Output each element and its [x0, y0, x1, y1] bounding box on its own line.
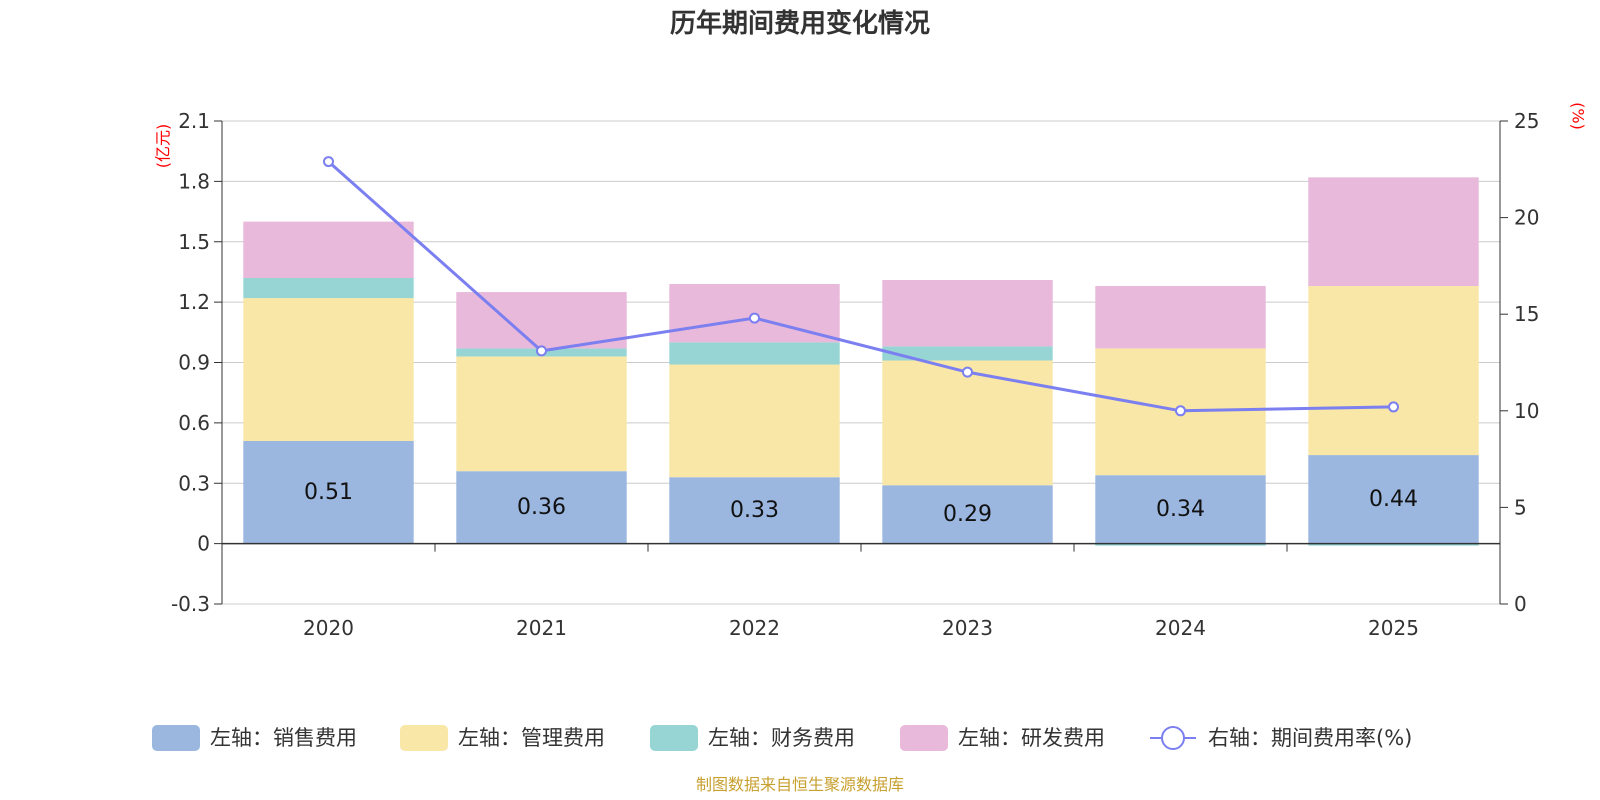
- rate-line-group: [323, 156, 1399, 417]
- x-axis-tick-label: 2020: [303, 616, 354, 640]
- left-axis-tick-label: 1.5: [178, 230, 210, 254]
- axes-group: -0.300.30.60.91.21.51.82.105101520252020…: [171, 109, 1539, 640]
- bar-3-2024: [1095, 286, 1266, 349]
- rate-point-2024: [1175, 405, 1186, 417]
- bar-2-2022: [669, 342, 840, 365]
- legend: 左轴：销售费用 左轴：管理费用 左轴：财务费用 左轴：研发费用 右轴：期间费用率(%): [152, 725, 1412, 751]
- legend-swatch-1: [400, 725, 448, 751]
- bar-value-label: 0.29: [943, 502, 992, 527]
- bar-2-2023: [882, 346, 1053, 361]
- x-axis-tick-label: 2023: [942, 616, 993, 640]
- bar-2-2020: [243, 277, 414, 299]
- x-axis-tick-label: 2024: [1155, 616, 1206, 640]
- legend-swatch-2: [650, 725, 698, 751]
- rate-point-2023: [962, 366, 973, 378]
- legend-label-2: 左轴：财务费用: [708, 726, 855, 750]
- bar-value-label: 0.44: [1369, 487, 1418, 512]
- right-axis-tick-label: 20: [1514, 206, 1539, 230]
- legend-label-0: 左轴：销售费用: [210, 726, 357, 750]
- bar-1-2021: [456, 356, 627, 472]
- legend-label-3: 左轴：研发费用: [958, 726, 1105, 750]
- left-axis-tick-label: 0.6: [178, 411, 210, 435]
- bar-2-2025: [1308, 543, 1479, 546]
- right-axis-tick-label: 10: [1514, 399, 1539, 423]
- rate-point-2020: [323, 156, 334, 168]
- bar-3-2023: [882, 279, 1053, 347]
- left-axis-tick-label: -0.3: [171, 592, 210, 616]
- left-axis-tick-label: 2.1: [178, 109, 210, 133]
- bar-3-2021: [456, 292, 627, 349]
- bar-0-2025: [1308, 455, 1479, 544]
- bar-1-2020: [243, 298, 414, 441]
- bar-1-2022: [669, 364, 840, 478]
- chart-title: 历年期间费用变化情况: [670, 8, 930, 39]
- legend-line-marker: [1161, 726, 1185, 750]
- bar-3-2025: [1308, 177, 1479, 287]
- legend-swatch-0: [152, 725, 200, 751]
- legend-label-1: 左轴：管理费用: [458, 726, 605, 750]
- bar-0-2020: [243, 440, 414, 544]
- bar-3-2020: [243, 221, 414, 278]
- rate-point-2021: [536, 345, 547, 357]
- left-axis-tick-label: 0.9: [178, 351, 210, 375]
- rate-point-2025: [1388, 401, 1399, 413]
- x-axis-tick-label: 2022: [729, 616, 780, 640]
- rate-line: [327, 160, 1394, 413]
- bar-value-label: 0.33: [730, 498, 779, 523]
- bar-value-label: 0.34: [1156, 497, 1205, 522]
- x-axis-tick-label: 2021: [516, 616, 567, 640]
- bar-2-2024: [1095, 543, 1266, 546]
- right-axis-tick-label: 0: [1514, 592, 1527, 616]
- right-axis-tick-label: 15: [1514, 302, 1539, 326]
- bar-0-2021: [456, 471, 627, 544]
- legend-swatch-3: [900, 725, 948, 751]
- source-note: 制图数据来自恒生聚源数据库: [696, 775, 904, 794]
- right-axis-tick-label: 5: [1514, 495, 1527, 519]
- bar-1-2023: [882, 360, 1053, 486]
- bar-0-2022: [669, 477, 840, 544]
- bar-series-group: 0.51 0.36 0.33 0.29 0.34 0.44: [243, 177, 1479, 546]
- left-axis-tick-label: 0.3: [178, 471, 210, 495]
- bar-0-2023: [882, 485, 1053, 544]
- x-axis-tick-label: 2025: [1368, 616, 1419, 640]
- left-axis-tick-label: 1.8: [178, 169, 210, 193]
- bar-0-2024: [1095, 475, 1266, 544]
- rate-point-2022: [749, 312, 760, 324]
- left-axis-tick-label: 1.2: [178, 290, 210, 314]
- legend-label-4: 右轴：期间费用率(%): [1208, 726, 1412, 750]
- bar-value-label: 0.36: [517, 495, 566, 520]
- bar-1-2025: [1308, 286, 1479, 456]
- right-axis-tick-label: 25: [1514, 109, 1539, 133]
- left-axis-unit: (亿元): [154, 124, 173, 169]
- right-axis-unit: (%): [1569, 102, 1588, 130]
- bar-value-label: 0.51: [304, 480, 353, 505]
- left-axis-tick-label: 0: [197, 532, 210, 556]
